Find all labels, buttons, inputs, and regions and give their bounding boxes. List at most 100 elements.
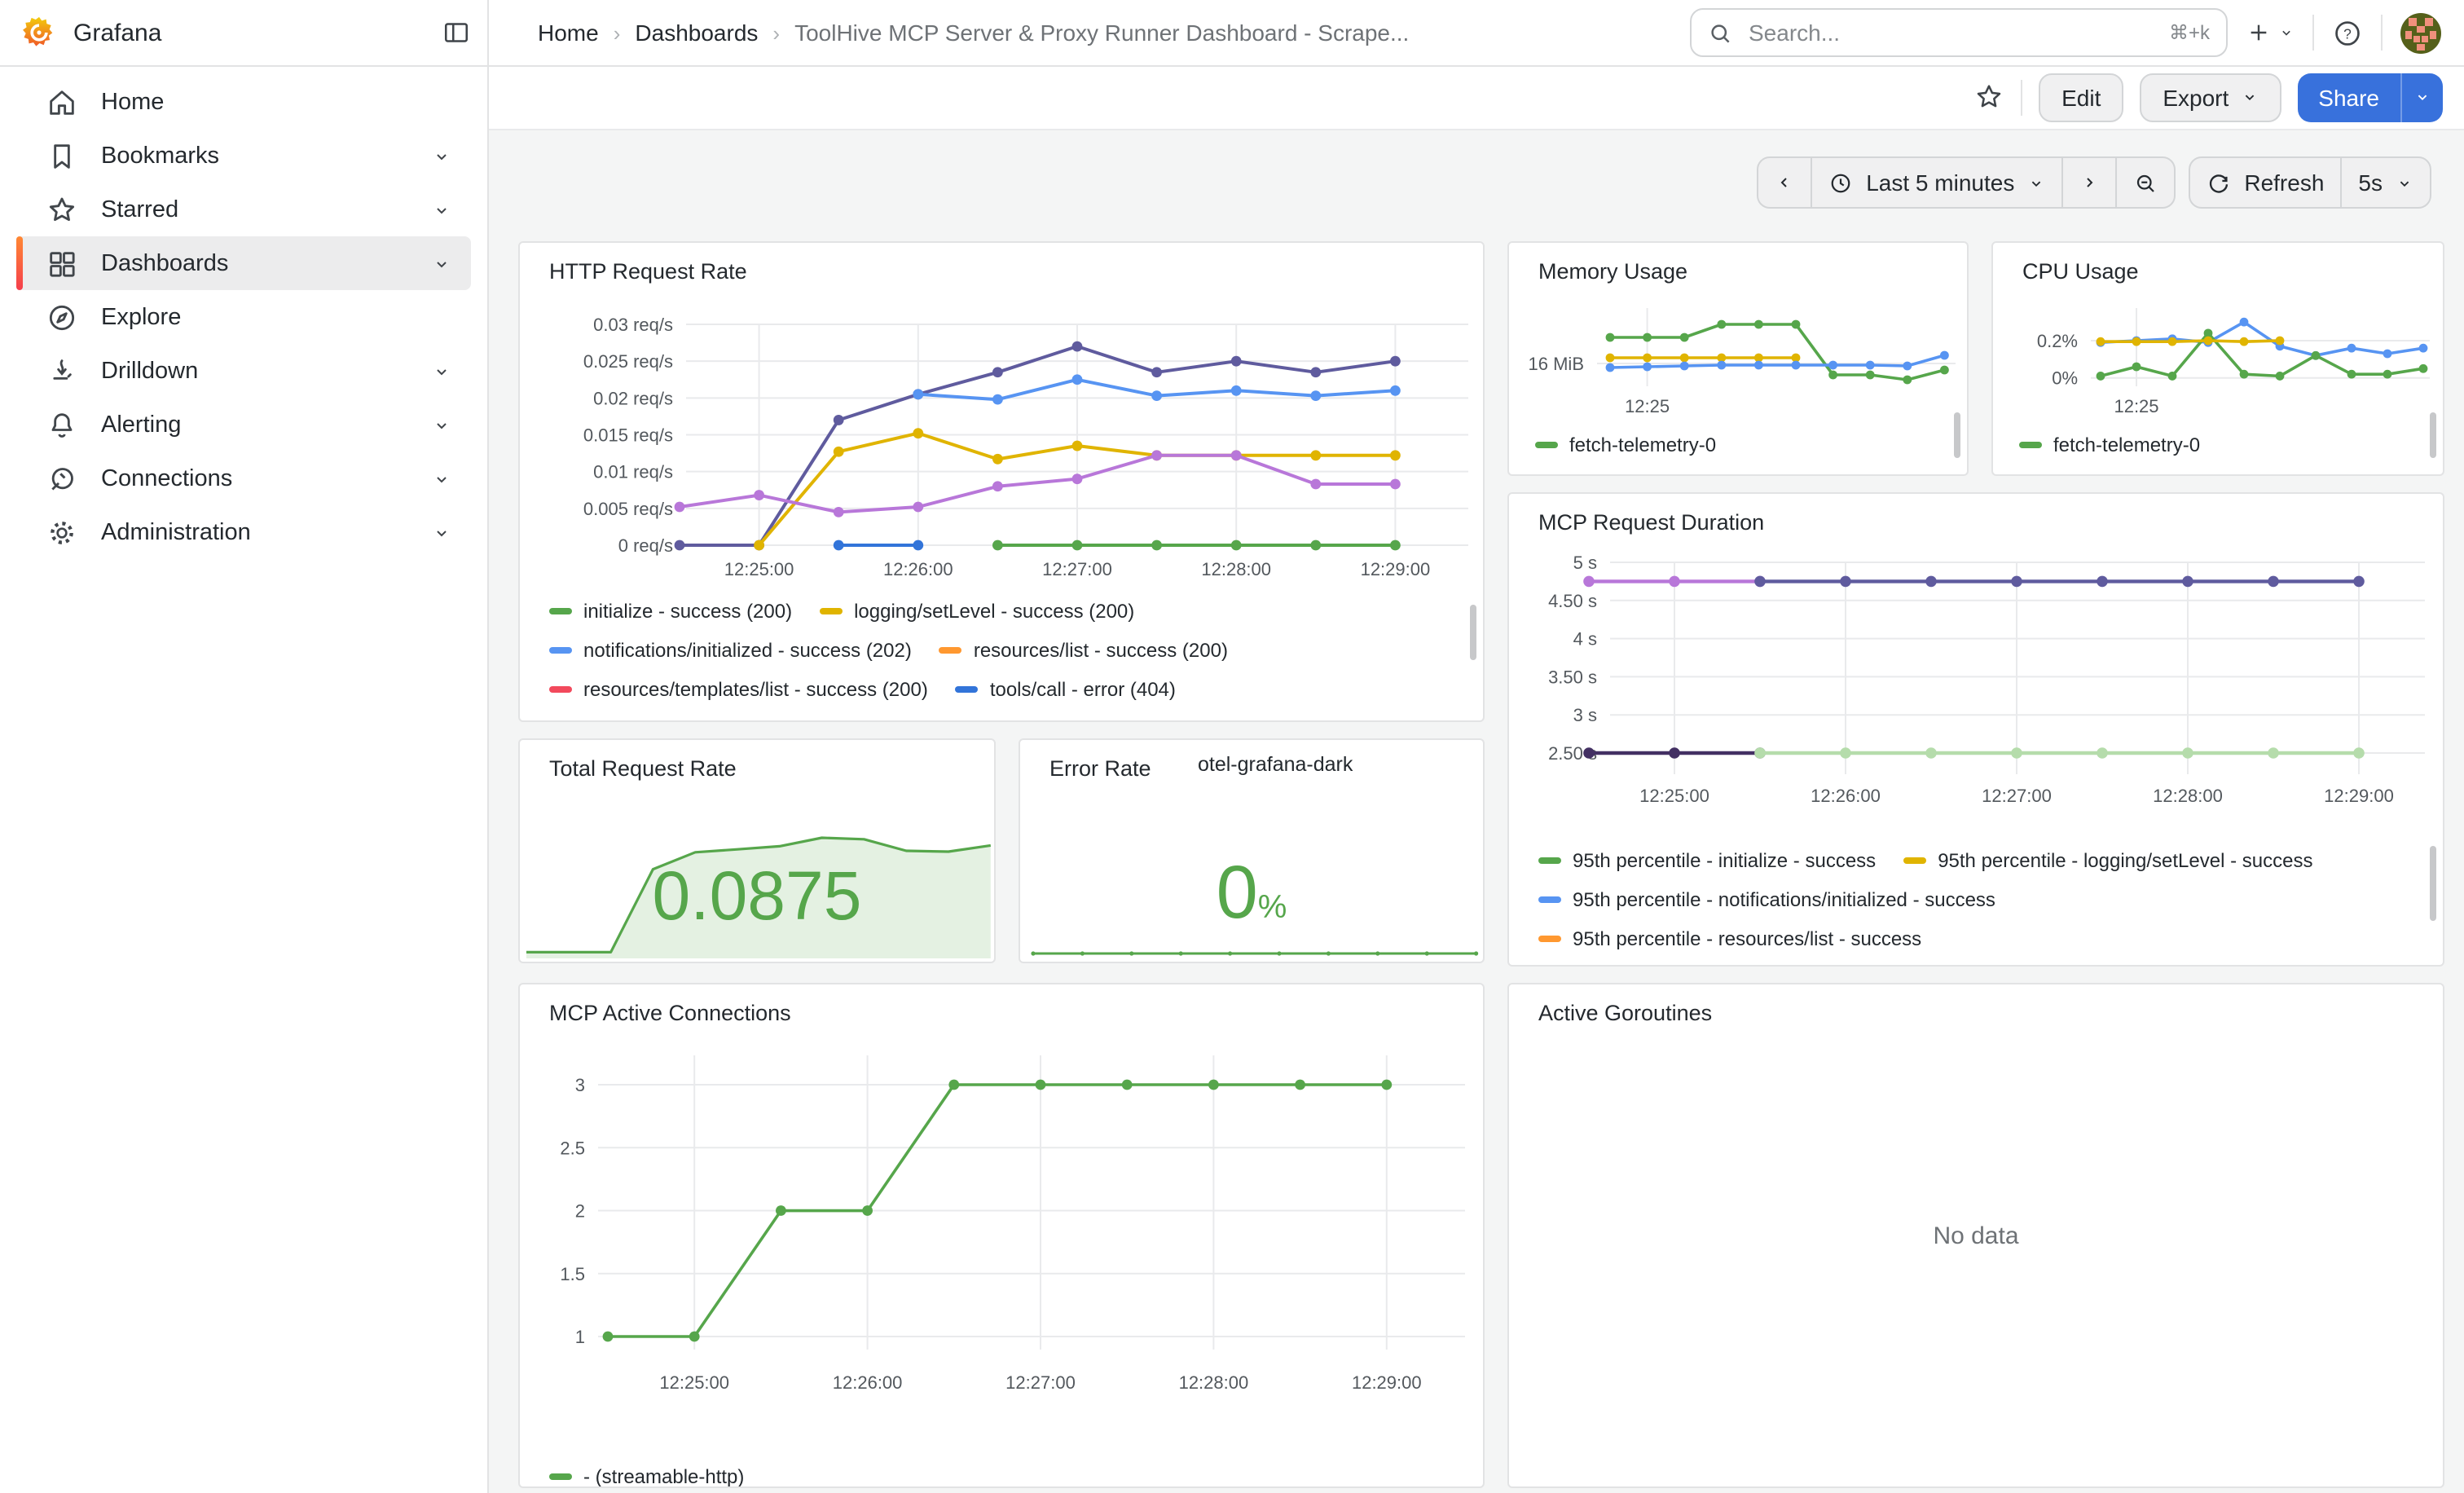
legend-item[interactable]: resources/list - success (200) <box>939 639 1228 662</box>
svg-text:12:27:00: 12:27:00 <box>1005 1372 1076 1393</box>
divider <box>2381 15 2383 51</box>
dashboards-icon <box>46 247 78 280</box>
legend-label: tools/call - error (404) <box>990 678 1176 701</box>
chevron-down-icon[interactable] <box>432 469 451 488</box>
time-range-picker[interactable]: Last 5 minutes <box>1811 158 2061 207</box>
time-forward-button[interactable] <box>2061 158 2115 207</box>
panel-title[interactable]: Total Request Rate <box>549 756 737 781</box>
sidebar-item-bookmarks[interactable]: Bookmarks <box>16 129 471 183</box>
user-avatar[interactable] <box>2400 12 2441 53</box>
time-range-group: Last 5 minutes <box>1757 156 2176 209</box>
sidebar-item-alerting[interactable]: Alerting <box>16 398 471 451</box>
bell-icon <box>46 408 78 441</box>
legend-swatch <box>549 686 572 693</box>
sidebar-item-home[interactable]: Home <box>16 75 471 129</box>
breadcrumb-item[interactable]: ToolHive MCP Server & Proxy Runner Dashb… <box>794 20 1409 46</box>
star-dashboard-button[interactable] <box>1973 81 2004 112</box>
panel-title[interactable]: HTTP Request Rate <box>549 259 747 284</box>
svg-text:12:29:00: 12:29:00 <box>1361 559 1431 579</box>
sidebar-item-drilldown[interactable]: Drilldown <box>16 344 471 398</box>
legend-item[interactable]: fetch-telemetry-0 <box>2019 434 2200 456</box>
breadcrumb: Home›Dashboards›ToolHive MCP Server & Pr… <box>538 20 1409 46</box>
panel-title[interactable]: CPU Usage <box>2022 259 2139 284</box>
memory-usage-chart[interactable]: 16 MiB12:25 <box>1512 282 1967 422</box>
svg-text:0.025 req/s: 0.025 req/s <box>583 351 673 372</box>
time-back-button[interactable] <box>1758 158 1811 207</box>
sidebar-item-connections[interactable]: Connections <box>16 451 471 505</box>
legend-item[interactable]: 95th percentile - initialize - success <box>1538 849 1876 872</box>
legend-item[interactable]: fetch-telemetry-0 <box>1535 434 1716 456</box>
legend-item[interactable]: logging/setLevel - success (200) <box>820 600 1134 623</box>
breadcrumb-separator: › <box>772 20 780 45</box>
breadcrumb-item[interactable]: Dashboards <box>635 20 758 46</box>
mcp-active-connections-chart[interactable]: 32.521.5112:25:0012:26:0012:27:0012:28:0… <box>523 1030 1483 1451</box>
svg-text:12:27:00: 12:27:00 <box>1042 559 1112 579</box>
search-input[interactable] <box>1745 18 2156 47</box>
refresh-interval-picker[interactable]: 5s <box>2340 158 2430 207</box>
sidebar-item-dashboards[interactable]: Dashboards <box>16 236 471 290</box>
chevron-down-icon[interactable] <box>432 146 451 165</box>
edit-button[interactable]: Edit <box>2039 73 2123 121</box>
sidebar-item-label: Drilldown <box>101 358 198 384</box>
share-dropdown-button[interactable] <box>2400 73 2443 121</box>
sidebar-item-label: Alerting <box>101 412 181 438</box>
sidebar-item-starred[interactable]: Starred <box>16 183 471 236</box>
svg-text:4 s: 4 s <box>1573 629 1597 650</box>
legend-item[interactable]: - (streamable-http) <box>549 1465 744 1488</box>
legend-item[interactable]: 95th percentile - resources/list - succe… <box>1538 927 1921 950</box>
sidebar-item-label: Connections <box>101 465 232 491</box>
legend-scrollbar[interactable] <box>1954 412 1960 458</box>
drilldown-icon <box>46 355 78 387</box>
time-controls: Last 5 minutes Refresh 5s <box>1757 156 2431 209</box>
stat-value: 0% <box>1020 848 1483 936</box>
panel-title[interactable]: Active Goroutines <box>1538 1001 1712 1025</box>
refresh-group: Refresh 5s <box>2189 156 2431 209</box>
chevron-down-icon[interactable] <box>432 361 451 381</box>
search-box[interactable]: ⌘+k <box>1690 8 2228 57</box>
legend-item[interactable]: 95th percentile - logging/setLevel - suc… <box>1903 849 2312 872</box>
topbar-left: Grafana <box>0 0 489 65</box>
chevron-down-icon[interactable] <box>432 200 451 219</box>
sidebar-item-administration[interactable]: Administration <box>16 505 471 559</box>
legend-scrollbar[interactable] <box>1470 605 1476 660</box>
chart-legend: - (streamable-http) <box>549 1457 1467 1488</box>
add-button[interactable] <box>2246 20 2295 46</box>
panel-title[interactable]: Error Rate <box>1049 756 1151 781</box>
divider <box>2021 79 2022 115</box>
export-button[interactable]: Export <box>2140 73 2281 121</box>
sidebar-item-label: Starred <box>101 196 178 222</box>
panel-title[interactable]: MCP Request Duration <box>1538 510 1764 535</box>
dock-menu-icon[interactable] <box>442 18 471 47</box>
share-button[interactable]: Share <box>2297 73 2443 121</box>
http-request-rate-chart[interactable]: 0 req/s0.005 req/s0.01 req/s0.015 req/s0… <box>523 288 1483 588</box>
panel-title[interactable]: Memory Usage <box>1538 259 1687 284</box>
chevron-down-icon[interactable] <box>432 253 451 273</box>
legend-item[interactable]: tools/call - error (404) <box>956 678 1176 701</box>
svg-text:3.50 s: 3.50 s <box>1548 667 1597 687</box>
legend-swatch <box>1538 857 1561 864</box>
grafana-app: Grafana Home›Dashboards›ToolHive MCP Ser… <box>0 0 2464 1493</box>
zoom-out-button[interactable] <box>2115 158 2174 207</box>
help-icon[interactable]: ? <box>2332 17 2363 48</box>
legend-scrollbar[interactable] <box>2430 846 2436 921</box>
svg-text:12:28:00: 12:28:00 <box>1179 1372 1249 1393</box>
legend-scrollbar[interactable] <box>2430 412 2436 458</box>
grafana-logo[interactable] <box>21 15 57 51</box>
legend-item[interactable]: resources/templates/list - success (200) <box>549 678 928 701</box>
legend-item[interactable]: 95th percentile - notifications/initiali… <box>1538 888 1995 911</box>
refresh-button[interactable]: Refresh <box>2190 158 2340 207</box>
chevron-down-icon[interactable] <box>432 415 451 434</box>
zoom-out-icon <box>2133 170 2158 195</box>
chevron-down-icon <box>2027 174 2045 192</box>
legend-item[interactable]: initialize - success (200) <box>549 600 792 623</box>
panel-title[interactable]: MCP Active Connections <box>549 1001 791 1025</box>
breadcrumb-item[interactable]: Home <box>538 20 599 46</box>
svg-text:12:28:00: 12:28:00 <box>2153 786 2223 806</box>
cpu-usage-chart[interactable]: 0.2%0%12:25 <box>1996 282 2443 422</box>
legend-item[interactable]: notifications/initialized - success (202… <box>549 639 912 662</box>
mcp-request-duration-chart[interactable]: 5 s4.50 s4 s3.50 s3 s2.50 s12:25:0012:26… <box>1512 536 2443 839</box>
sidebar-item-explore[interactable]: Explore <box>16 290 471 344</box>
chevron-down-icon[interactable] <box>432 522 451 542</box>
svg-text:2.5: 2.5 <box>560 1138 585 1158</box>
legend-label: 95th percentile - logging/setLevel - suc… <box>1938 849 2312 872</box>
